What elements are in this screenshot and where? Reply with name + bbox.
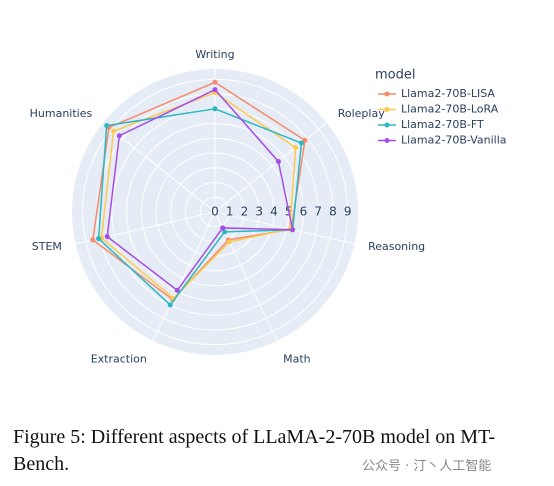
marker xyxy=(212,87,218,93)
r-tick-label: 9 xyxy=(344,205,352,219)
r-tick-label: 8 xyxy=(329,205,337,219)
legend-marker xyxy=(384,122,390,128)
marker xyxy=(290,227,296,233)
marker xyxy=(212,79,218,85)
marker xyxy=(212,106,218,112)
marker xyxy=(104,234,110,240)
marker xyxy=(275,158,281,164)
marker xyxy=(222,229,228,235)
series-line xyxy=(97,108,303,307)
legend-marker xyxy=(384,138,390,143)
marker xyxy=(167,302,173,308)
category-label: Math xyxy=(283,352,311,365)
marker xyxy=(111,128,117,134)
marker xyxy=(220,225,226,231)
chart: model Writing Roleplay Reasoning Math Extrac… xyxy=(30,48,507,365)
r-tick-label: 4 xyxy=(270,205,278,219)
marker xyxy=(226,239,232,245)
legend-marker xyxy=(384,91,390,97)
r-tick-label: 0 xyxy=(211,205,219,219)
legend-marker xyxy=(384,107,390,112)
r-tick-label: 1 xyxy=(226,205,234,219)
marker xyxy=(90,237,96,243)
series-line xyxy=(100,91,297,300)
category-label: Roleplay xyxy=(338,107,385,120)
r-tick-label: 3 xyxy=(255,205,263,219)
caption: Figure 5: Different aspects of LLaMA-2-7… xyxy=(13,426,496,475)
marker xyxy=(96,236,102,242)
marker xyxy=(116,133,122,139)
legend-label: Llama2-70B-LISA xyxy=(401,87,495,100)
r-tick-label: 2 xyxy=(241,205,249,219)
legend-label: Llama2-70B-FT xyxy=(401,118,484,131)
marker xyxy=(293,145,299,151)
spoke xyxy=(102,122,216,213)
marker xyxy=(174,287,180,293)
spoke xyxy=(152,211,216,342)
spoke xyxy=(214,211,355,245)
category-label: Extraction xyxy=(91,352,147,365)
watermark: 公众号 · 汀丶人工智能 xyxy=(362,459,492,474)
legend-label: Llama2-70B-Vanilla xyxy=(401,134,507,147)
legend-title: model xyxy=(375,68,415,83)
category-label: Reasoning xyxy=(368,240,425,253)
r-tick-label: 7 xyxy=(314,205,322,219)
marker xyxy=(298,140,304,146)
category-label: Humanities xyxy=(30,107,93,120)
marker xyxy=(302,137,308,143)
marker xyxy=(104,123,110,129)
legend-label: Llama2-70B-LoRA xyxy=(401,103,499,116)
spoke xyxy=(214,122,328,213)
category-label: STEM xyxy=(32,240,62,253)
series-line xyxy=(106,88,294,292)
category-label: Writing xyxy=(195,48,234,61)
series-line xyxy=(92,81,306,301)
r-tick-label: 6 xyxy=(300,205,308,219)
